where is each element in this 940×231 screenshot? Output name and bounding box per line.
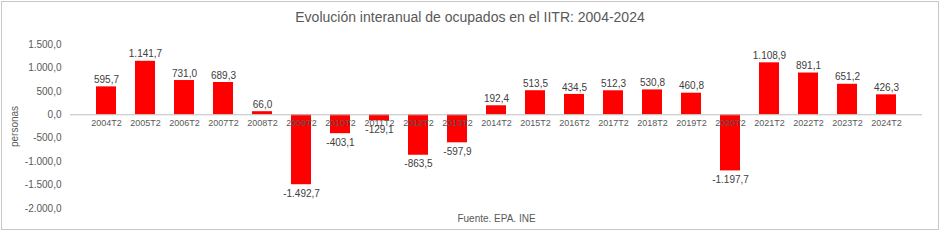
svg-text:1.000,0: 1.000,0 [28,62,62,73]
svg-text:2021T2: 2021T2 [754,118,785,128]
svg-text:1.108,9: 1.108,9 [753,50,787,61]
svg-text:2023T2: 2023T2 [832,118,863,128]
svg-text:-597,9: -597,9 [443,146,472,157]
svg-text:891,1: 891,1 [796,60,821,71]
svg-text:2015T2: 2015T2 [520,118,551,128]
svg-text:Fuente. EPA. INE: Fuente. EPA. INE [457,213,536,224]
svg-text:530,8: 530,8 [640,77,665,88]
svg-text:-863,5: -863,5 [404,158,433,169]
svg-text:2022T2: 2022T2 [793,118,824,128]
svg-text:2012T2: 2012T2 [403,118,434,128]
svg-text:personas: personas [9,106,20,147]
svg-text:500,0: 500,0 [36,86,61,97]
svg-text:-1.492,7: -1.492,7 [283,188,320,199]
svg-text:2006T2: 2006T2 [169,118,200,128]
svg-text:-1.197,7: -1.197,7 [712,174,749,185]
svg-text:2024T2: 2024T2 [871,118,902,128]
svg-text:731,0: 731,0 [172,68,197,79]
svg-text:513,5: 513,5 [523,78,548,89]
svg-text:2018T2: 2018T2 [637,118,668,128]
svg-text:2008T2: 2008T2 [247,118,278,128]
svg-text:2009T2: 2009T2 [286,118,317,128]
svg-text:2011T2: 2011T2 [364,117,395,128]
svg-text:2020T2: 2020T2 [715,118,746,128]
svg-text:2017T2: 2017T2 [598,118,629,128]
svg-text:512,3: 512,3 [601,78,626,89]
svg-text:460,8: 460,8 [679,80,704,91]
svg-text:-2.000,0: -2.000,0 [25,203,62,214]
svg-text:2007T2: 2007T2 [208,118,239,128]
svg-text:2019T2: 2019T2 [676,118,707,128]
svg-text:2013T2: 2013T2 [442,118,473,128]
svg-text:66,0: 66,0 [253,99,273,110]
svg-text:434,5: 434,5 [562,82,587,93]
svg-text:1.500,0: 1.500,0 [28,39,62,50]
svg-text:2014T2: 2014T2 [481,118,512,128]
svg-text:595,7: 595,7 [94,74,119,85]
svg-text:2004T2: 2004T2 [91,118,122,128]
svg-text:1.141,7: 1.141,7 [129,48,163,59]
svg-text:-129,1: -129,1 [365,124,394,135]
svg-text:426,3: 426,3 [874,82,899,93]
svg-text:651,2: 651,2 [835,71,860,82]
svg-text:2016T2: 2016T2 [559,118,590,128]
svg-text:192,4: 192,4 [484,93,509,104]
svg-text:-1.000,0: -1.000,0 [25,156,62,167]
html-text:Evolución interanual de ocupad: Evolución interanual de ocupados en el I… [295,9,645,25]
svg-text:-500,0: -500,0 [33,132,62,143]
svg-text:2005T2: 2005T2 [130,118,161,128]
svg-text:2010T2: 2010T2 [325,118,356,128]
svg-text:-403,1: -403,1 [326,137,355,148]
svg-text:0,0: 0,0 [48,109,62,120]
svg-text:689,3: 689,3 [211,70,236,81]
svg-text:-1.500,0: -1.500,0 [25,179,62,190]
